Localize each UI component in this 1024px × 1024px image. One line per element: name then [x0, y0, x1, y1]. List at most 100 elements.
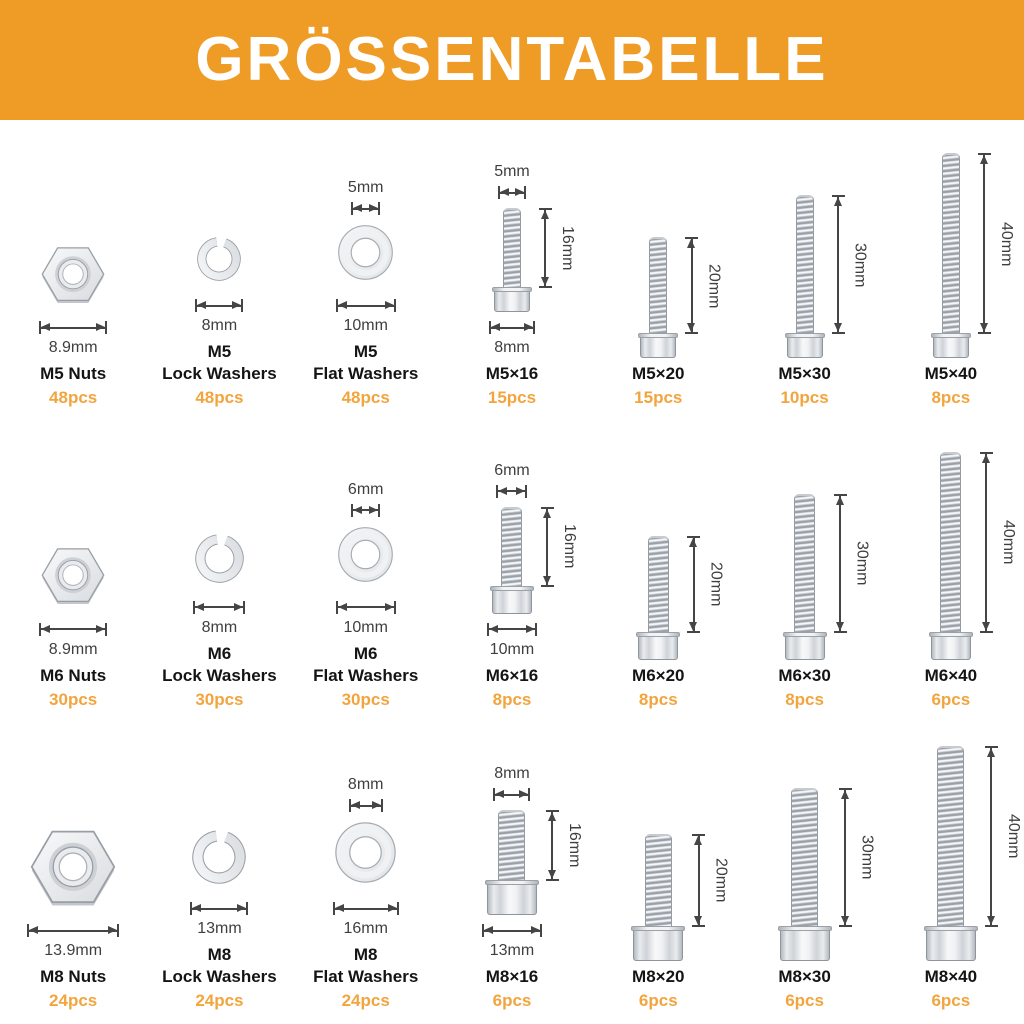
hex-nut-graphic — [30, 830, 116, 906]
item-labels: M8 Lock Washers — [162, 944, 277, 988]
head-width-dimension: 13mm — [481, 924, 542, 961]
length-dimension: 30mm — [833, 493, 871, 633]
page-title: GRÖSSENTABELLE — [195, 25, 829, 94]
item-lock-washers: 8mm M5 Lock Washers 48pcs — [146, 120, 292, 421]
dimension-arrow — [351, 503, 381, 517]
item-name: Lock Washers — [162, 665, 277, 685]
row-m6: 8.9mm M6 Nuts 30pcs 8mm M6 Lock Washers … — [0, 421, 1024, 722]
dimension-arrow — [984, 746, 998, 927]
dimension-label: 6mm — [347, 480, 384, 498]
lock-washer-graphic — [197, 237, 242, 282]
item-labels: M6 Nuts — [40, 665, 106, 687]
item-labels: M6 Flat Washers — [313, 643, 418, 687]
hex-bolt-figure: 40mm — [928, 451, 1017, 660]
item-name: Flat Washers — [313, 665, 419, 685]
hex-bolt-figure: 16mm — [489, 506, 578, 614]
width-dimension: 8.9mm — [39, 321, 108, 358]
item-m8-40: 40mm M8×40 6pcs — [878, 723, 1024, 1024]
item-size-label: M5 — [207, 342, 232, 362]
hex-bolt-figure: 16mm — [484, 810, 583, 915]
dimension-arrow — [348, 799, 383, 812]
width-dimension: 8mm — [193, 600, 246, 638]
shaft-width-dimension: 6mm — [494, 461, 530, 498]
dimension-label: 13mm — [197, 920, 242, 937]
item-count: 48pcs — [341, 388, 390, 408]
head-width-dimension: 8mm — [488, 321, 535, 358]
dimension-arrow — [195, 299, 244, 313]
row-m5: 8.9mm M5 Nuts 48pcs 8mm M5 Lock Washers … — [0, 120, 1024, 421]
flat-washer-graphic — [338, 225, 394, 281]
item-labels: M8 Nuts — [40, 966, 106, 988]
item-m5-16: 5mm 16mm 8mm M5×16 15pcs — [439, 120, 585, 421]
item-count: 8pcs — [492, 689, 532, 709]
item-count: 48pcs — [195, 388, 244, 408]
item-count: 15pcs — [634, 388, 683, 408]
item-m8-16: 8mm 16mm 13mm M8×16 6pcs — [439, 723, 585, 1024]
bolt-head — [923, 926, 978, 961]
width-dimension: 10mm — [335, 299, 396, 336]
item-m5-20: 20mm M5×20 15pcs — [585, 120, 731, 421]
bolt-shaft — [794, 493, 816, 633]
item-count: 24pcs — [49, 991, 98, 1010]
hex-nut-graphic — [41, 548, 105, 605]
flat-washer-figure — [334, 821, 397, 884]
dimension-label: 8mm — [494, 765, 530, 782]
width-dimension: 8.9mm — [39, 622, 108, 660]
dimension-arrow — [351, 202, 381, 216]
width-dimension: 13mm — [190, 902, 249, 939]
dimension-label: 8mm — [201, 317, 238, 335]
length-dimension: 30mm — [831, 195, 869, 335]
item-name: M6×40 — [924, 665, 978, 685]
dimension-arrow — [685, 237, 699, 335]
item-name: M5×20 — [632, 364, 685, 384]
head-width-dimension: 10mm — [486, 622, 537, 660]
item-size-label: M8 — [353, 945, 378, 964]
bolt-head — [782, 631, 827, 660]
width-dimension: 8mm — [195, 299, 244, 336]
dimension-label: 5mm — [494, 163, 530, 181]
item-name: Flat Washers — [313, 364, 419, 384]
dimension-arrow — [193, 600, 246, 614]
dimension-label: 40mm — [1004, 814, 1022, 859]
item-count: 6pcs — [638, 991, 678, 1010]
dimension-label: 30mm — [858, 835, 876, 880]
bolt-shaft — [644, 834, 672, 927]
dimension-arrow — [39, 622, 108, 636]
length-dimension: 40mm — [979, 451, 1017, 633]
item-labels: M6×16 — [486, 665, 538, 687]
length-dimension: 16mm — [540, 506, 578, 587]
item-name: M5×40 — [924, 364, 978, 384]
dimension-label: 5mm — [347, 179, 384, 197]
shaft-width-dimension: 8mm — [493, 764, 531, 801]
item-name: M5×30 — [778, 364, 831, 384]
item-name: Flat Washers — [313, 967, 419, 986]
item-name: M5×16 — [485, 364, 539, 384]
size-table: 8.9mm M5 Nuts 48pcs 8mm M5 Lock Washers … — [0, 120, 1024, 1024]
item-labels: M8×16 — [486, 966, 538, 988]
hex-bolt-figure: 30mm — [782, 493, 871, 660]
dimension-arrow — [27, 924, 120, 937]
bolt-head — [928, 631, 973, 660]
flat-washer-graphic — [338, 526, 394, 582]
item-m5-nuts: 8.9mm M5 Nuts 48pcs — [0, 120, 146, 421]
item-labels: M5×30 — [778, 363, 830, 385]
dimension-arrow — [545, 810, 559, 881]
lock-washer-graphic — [192, 830, 247, 884]
dimension-arrow — [831, 195, 845, 335]
item-size-label: M6 — [353, 643, 378, 663]
item-lock-washers: 8mm M6 Lock Washers 30pcs — [146, 421, 292, 722]
item-size-label: M5 — [353, 342, 378, 362]
bolt-shaft — [501, 506, 523, 587]
hex-bolt-figure: 30mm — [784, 195, 869, 359]
bolt-head — [784, 333, 825, 359]
dimension-arrow — [190, 902, 249, 915]
item-count: 10pcs — [780, 388, 829, 408]
item-count: 24pcs — [341, 991, 390, 1010]
hex-nut-graphic — [41, 247, 105, 303]
dimension-arrow — [687, 535, 701, 633]
hex-bolt-figure: 30mm — [777, 788, 876, 961]
bolt-head — [484, 880, 539, 915]
dimension-label: 16mm — [560, 524, 578, 569]
dimension-label: 8.9mm — [48, 339, 98, 357]
item-m8-nuts: 13.9mm M8 Nuts 24pcs — [0, 723, 146, 1024]
